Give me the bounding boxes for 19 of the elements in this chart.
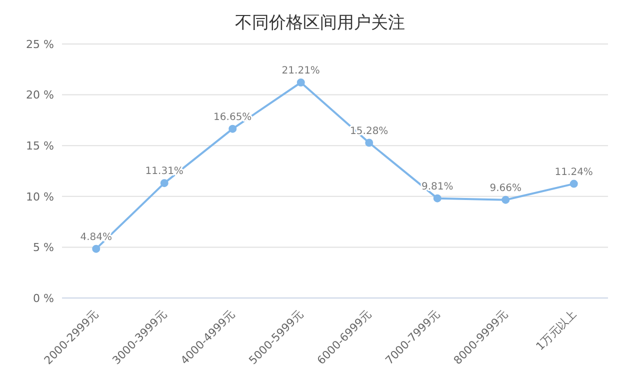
point — [502, 196, 510, 204]
y-tick-label: 20 % — [26, 88, 54, 102]
y-tick-label: 15 % — [26, 140, 54, 153]
y-tick-label: 0 % — [33, 292, 54, 305]
y-tick-label: 25 % — [26, 38, 54, 51]
chart-title: 不同价格区间用户关注 — [234, 12, 406, 35]
y-tick-label: 10 % — [26, 190, 54, 204]
x-tick-label: 1万元以上 — [534, 308, 579, 354]
point — [228, 124, 237, 133]
data-label: 21.21% — [282, 66, 320, 77]
point — [296, 78, 305, 87]
point — [92, 244, 100, 253]
y-tick-label: 5 % — [33, 241, 54, 254]
point — [160, 179, 168, 188]
data-label: 9.66% — [490, 182, 522, 194]
data-label: 11.24% — [554, 166, 593, 178]
point — [570, 180, 578, 188]
point — [365, 138, 374, 147]
point — [433, 194, 442, 202]
